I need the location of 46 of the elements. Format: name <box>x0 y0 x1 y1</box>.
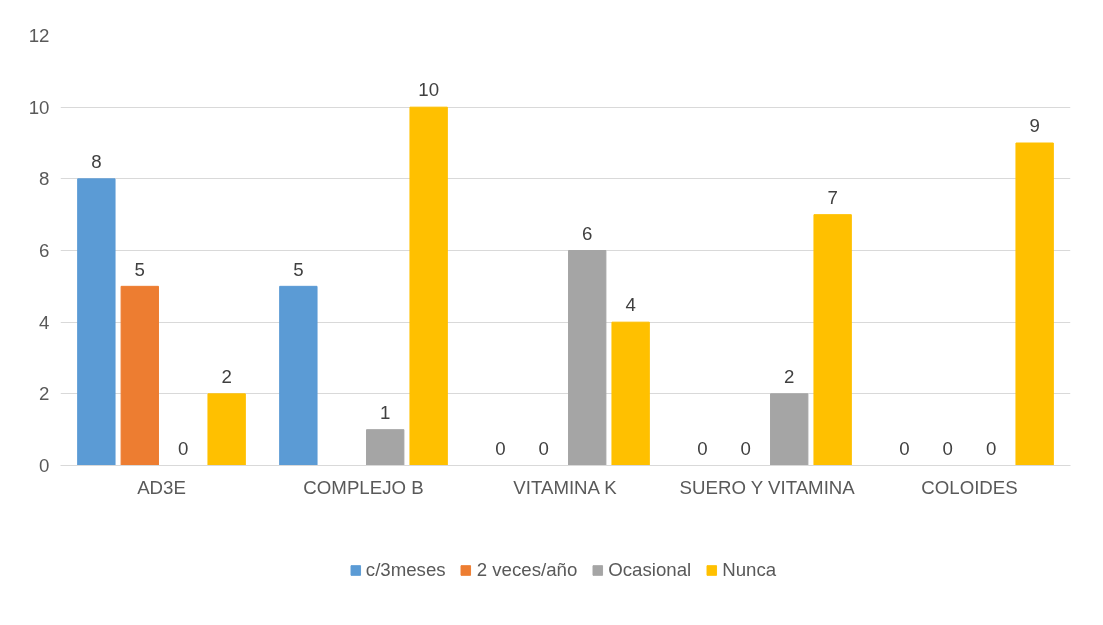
data-label: 1 <box>380 401 391 423</box>
legend-label: c/3meses <box>365 558 446 581</box>
data-label: 4 <box>625 294 636 316</box>
bar <box>611 321 650 466</box>
bar <box>770 393 809 466</box>
data-label: 5 <box>134 258 145 280</box>
data-label: 9 <box>1029 115 1040 137</box>
data-label: 0 <box>942 437 953 459</box>
data-label: 0 <box>740 437 751 459</box>
data-label: 2 <box>784 366 795 388</box>
data-label: 0 <box>697 437 708 459</box>
bar <box>409 106 448 466</box>
x-tick-label: AD3E <box>137 476 186 498</box>
legend-label: 2 veces/año <box>476 558 578 581</box>
x-tick-label: COLOIDES <box>921 476 1018 498</box>
bar <box>279 285 318 466</box>
bar <box>568 250 607 466</box>
bar <box>120 285 159 466</box>
data-label: 10 <box>418 79 440 101</box>
bar <box>813 214 852 466</box>
y-tick-label: 6 <box>39 240 50 261</box>
legend-label: Nunca <box>722 558 777 581</box>
data-label: 7 <box>827 186 838 208</box>
data-label: 5 <box>293 258 304 280</box>
x-tick-label: SUERO Y VITAMINA <box>679 476 856 498</box>
bar <box>207 393 246 466</box>
data-label: 0 <box>495 437 506 459</box>
legend-label: Ocasional <box>608 558 692 581</box>
y-tick-label: 4 <box>39 311 50 333</box>
bar <box>1015 142 1054 466</box>
y-tick-label: 12 <box>28 25 50 46</box>
y-tick-label: 8 <box>39 168 50 190</box>
x-tick-label: COMPLEJO B <box>303 476 424 498</box>
data-label: 6 <box>582 222 593 244</box>
bar <box>366 429 405 466</box>
data-label: 0 <box>178 437 189 459</box>
y-tick-label: 10 <box>28 96 50 118</box>
bar <box>77 178 116 466</box>
data-label: 2 <box>221 366 232 388</box>
y-tick-label: 2 <box>39 383 50 405</box>
y-tick-label: 0 <box>39 455 50 476</box>
data-label: 0 <box>538 437 549 459</box>
x-tick-label: VITAMINA K <box>513 476 618 498</box>
data-label: 0 <box>986 437 997 459</box>
data-label: 8 <box>91 151 102 173</box>
data-label: 0 <box>899 437 910 459</box>
